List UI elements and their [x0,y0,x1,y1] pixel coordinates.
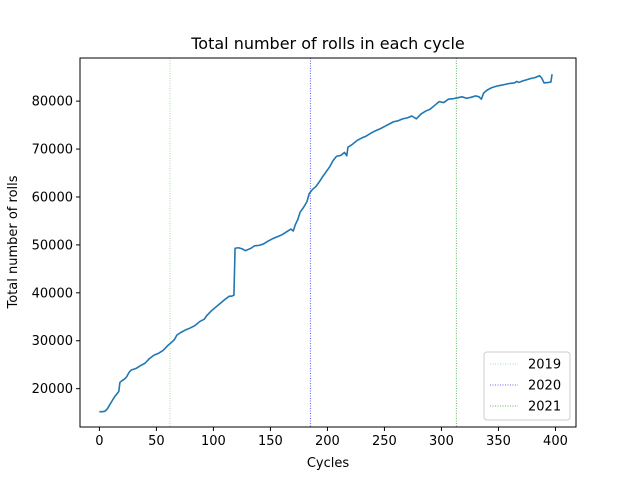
x-tick-label: 350 [486,434,511,449]
legend-label-2021: 2021 [528,400,561,415]
x-tick-label: 200 [315,434,340,449]
x-tick-label: 400 [543,434,568,449]
y-tick-label: 60000 [32,190,73,205]
series-line-0 [99,74,553,413]
series-layer [99,74,553,413]
x-axis-title: Cycles [307,456,350,471]
x-tick-label: 50 [148,434,165,449]
y-tick-label: 80000 [32,95,73,110]
y-axis-title: Total number of rolls [6,175,21,309]
year-markers [169,58,457,427]
legend-box [483,351,571,421]
x-tick-label: 0 [95,434,103,449]
x-tick-label: 300 [429,434,454,449]
x-axis-ticks: 0 50 100 150 200 250 300 350 400 [95,427,568,449]
y-axis-ticks: 20000 30000 40000 50000 60000 70000 80000 [32,95,80,397]
legend-label-2019: 2019 [528,358,561,373]
legend: 2019 2020 2021 [483,351,571,421]
y-tick-label: 20000 [32,382,73,397]
legend-label-2020: 2020 [528,379,561,394]
y-tick-label: 30000 [32,334,73,349]
chart-title: Total number of rolls in each cycle [190,34,465,53]
y-tick-label: 70000 [32,143,73,158]
x-tick-label: 100 [201,434,226,449]
x-tick-label: 150 [258,434,283,449]
y-tick-label: 40000 [32,286,73,301]
x-tick-label: 250 [372,434,397,449]
y-tick-label: 50000 [32,238,73,253]
plot-area-frame [79,57,577,428]
